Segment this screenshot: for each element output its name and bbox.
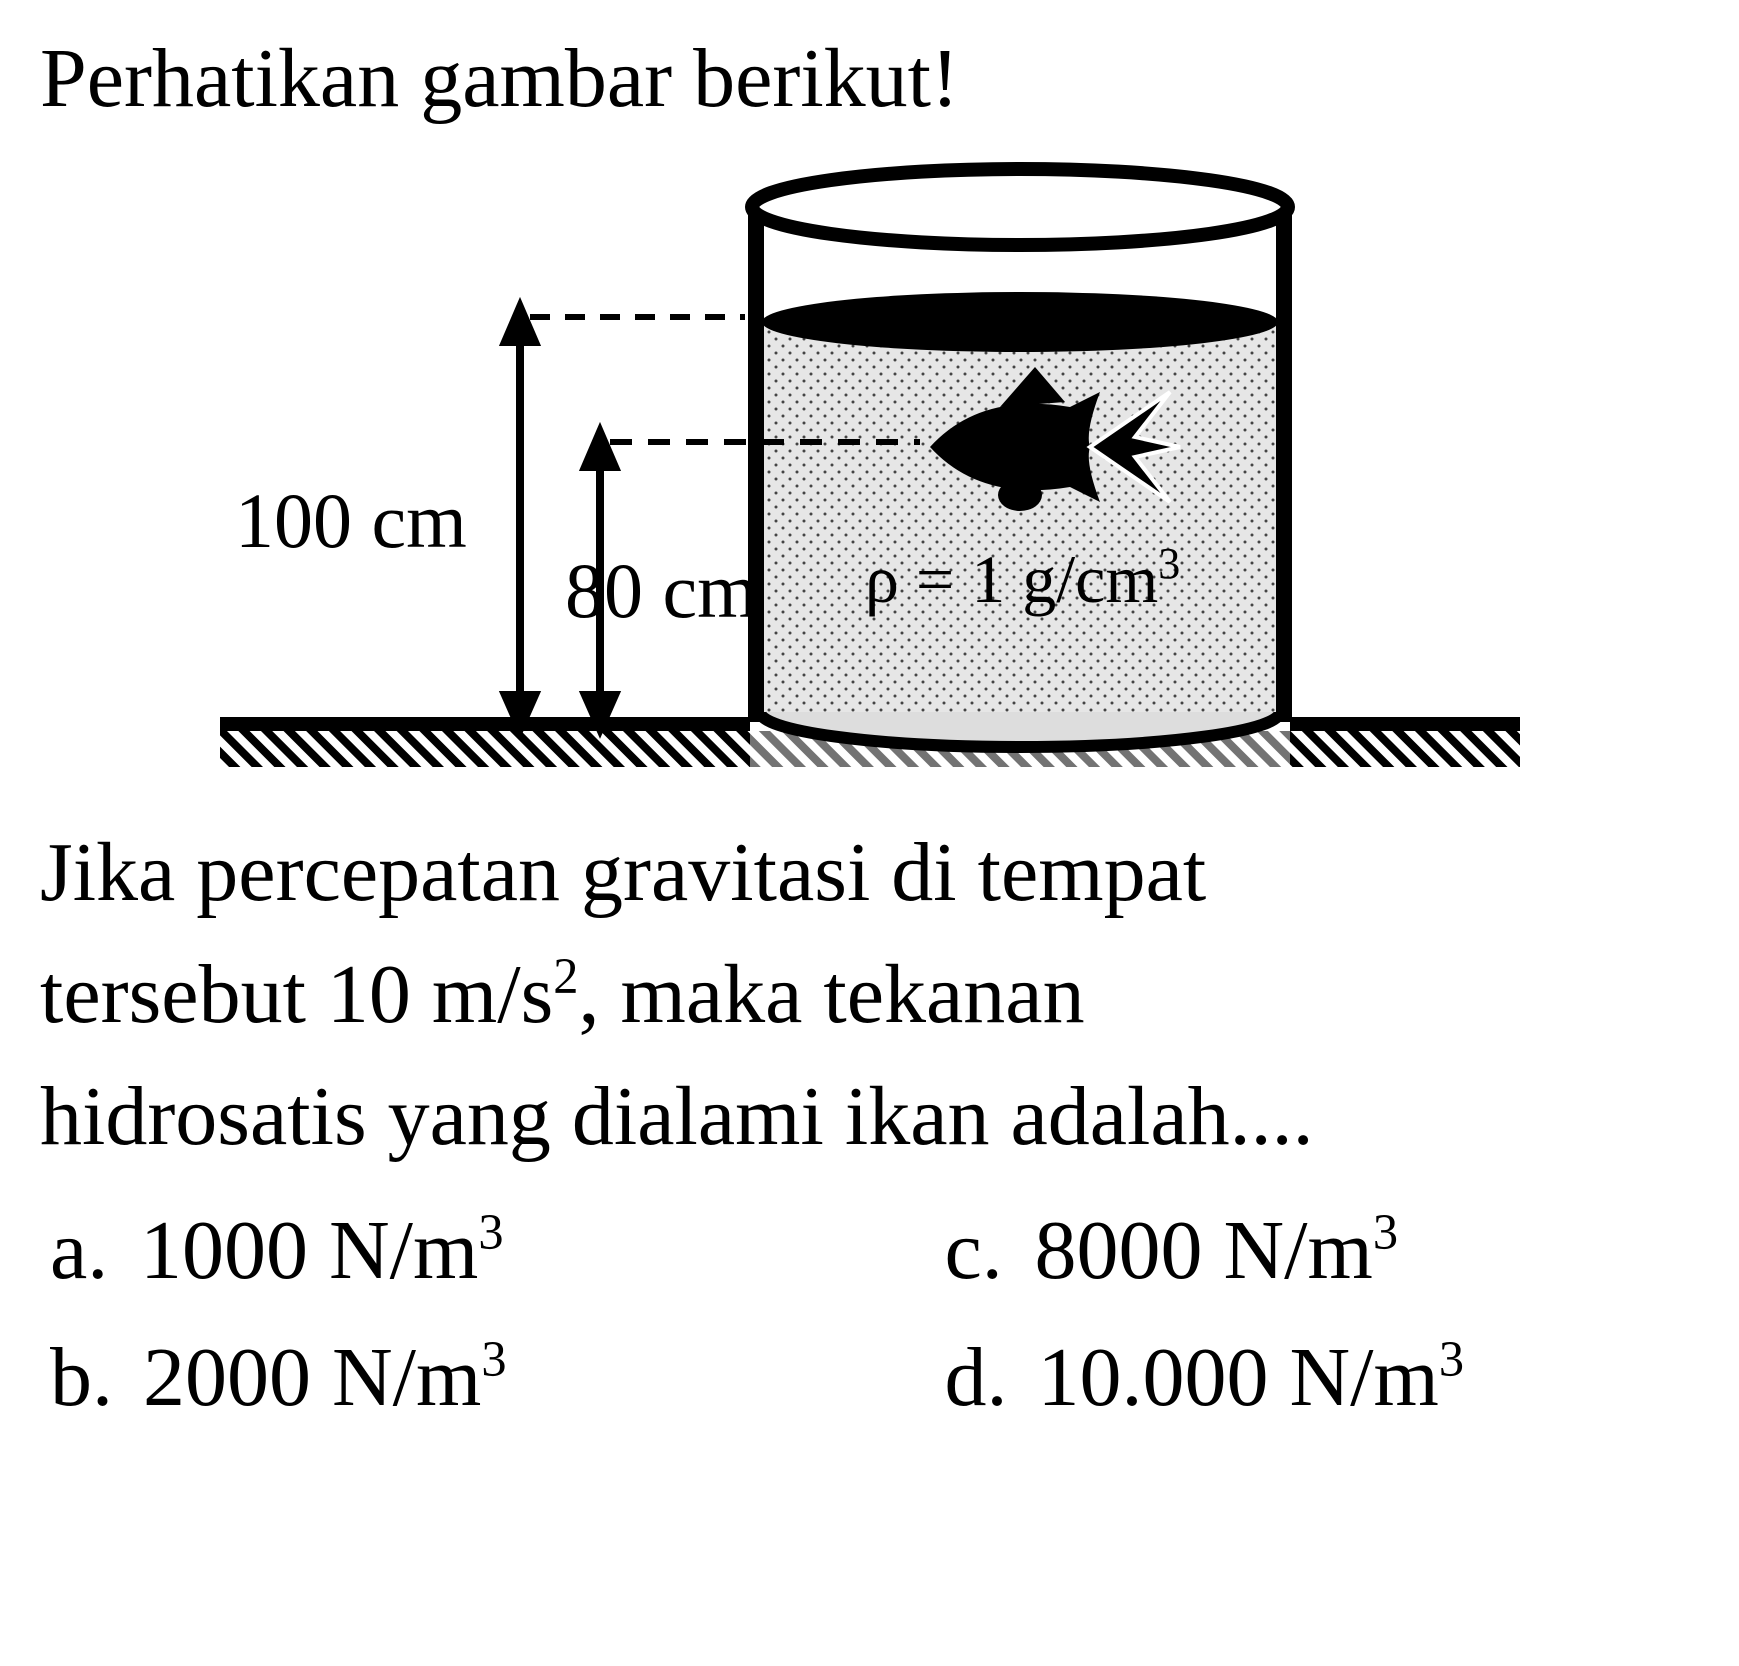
option-c-value: 8000 N/m3 (1035, 1202, 1399, 1299)
question-line2-before: tersebut 10 m/s (40, 948, 553, 1041)
question-line3: hidrosatis yang dialami ikan adalah.... (40, 1070, 1314, 1163)
option-d-value: 10.000 N/m3 (1038, 1329, 1465, 1426)
option-a-text: 1000 N/m (140, 1204, 478, 1297)
option-c-text: 8000 N/m (1035, 1204, 1373, 1297)
option-a-value: 1000 N/m3 (140, 1202, 504, 1299)
option-b-text: 2000 N/m (143, 1331, 481, 1424)
outer-dimension-arrow (505, 307, 745, 729)
option-b: b. 2000 N/m3 (50, 1329, 805, 1426)
question-line2-exp: 2 (553, 948, 578, 1004)
option-c: c. 8000 N/m3 (945, 1202, 1700, 1299)
option-c-letter: c. (945, 1202, 1005, 1299)
question-line2-after: , maka tekanan (578, 948, 1084, 1041)
option-d-text: 10.000 N/m (1038, 1331, 1439, 1424)
options-grid: a. 1000 N/m3 c. 8000 N/m3 b. 2000 N/m3 d… (40, 1202, 1699, 1426)
question-line1: Jika percepatan gravitasi di tempat (40, 826, 1206, 919)
option-d: d. 10.000 N/m3 (945, 1329, 1700, 1426)
option-b-value: 2000 N/m3 (143, 1329, 507, 1426)
title-text: Perhatikan gambar berikut! (40, 30, 1699, 127)
figure-container: 100 cm 80 cm ρ = 1 g/cm3 (40, 147, 1699, 787)
option-b-exp: 3 (481, 1331, 506, 1387)
inner-dim-label: 80 cm (565, 547, 758, 634)
option-d-exp: 3 (1439, 1331, 1464, 1387)
option-a-letter: a. (50, 1202, 110, 1299)
question-text: Jika percepatan gravitasi di tempat ters… (40, 812, 1699, 1177)
figure: 100 cm 80 cm ρ = 1 g/cm3 (220, 147, 1520, 787)
option-b-letter: b. (50, 1329, 113, 1426)
outer-dim-label: 100 cm (235, 477, 467, 564)
option-d-letter: d. (945, 1329, 1008, 1426)
diagram-svg: 100 cm 80 cm ρ = 1 g/cm3 (220, 147, 1520, 787)
option-a-exp: 3 (478, 1204, 503, 1260)
option-c-exp: 3 (1373, 1204, 1398, 1260)
option-a: a. 1000 N/m3 (50, 1202, 805, 1299)
